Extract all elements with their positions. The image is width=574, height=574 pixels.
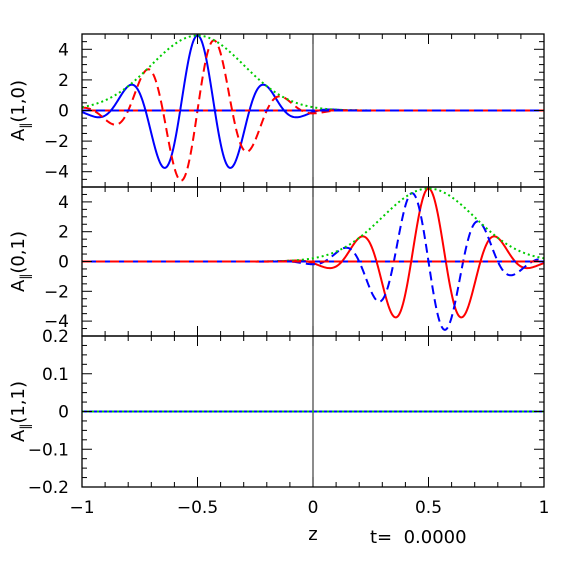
- y-axis-label: A‖(1,0): [8, 80, 32, 141]
- panel-2: −4 −2 0 2 4 A‖(0,1): [8, 186, 545, 337]
- panel-3: −0.2 −0.1 0 0.1 0.2 −1 −0.5 0 0.5 1 A‖(1,1): [8, 327, 549, 518]
- y-tick-label: 2: [58, 223, 69, 243]
- y-tick-label: −2: [44, 282, 69, 302]
- y-tick-label: −4: [44, 312, 69, 332]
- y-tick-label: 4: [58, 40, 69, 60]
- y-tick-label: 0: [58, 253, 69, 273]
- y-tick-label: 2: [58, 71, 69, 91]
- panels: −4 −2 0 2 4 A‖(1,0) −4 −2 0 2 4 A‖(0,1) −0.2 −0.1 0 0.1…: [8, 33, 549, 518]
- y-axis-label: A‖(1,1): [8, 381, 32, 442]
- y-tick-label: 0: [58, 403, 69, 423]
- time-label: t= 0.0000: [370, 527, 467, 548]
- y-tick-label: −2: [44, 132, 69, 152]
- y-tick-label: 4: [58, 193, 69, 213]
- y-tick-label: −0.2: [28, 478, 69, 498]
- y-tick-label: 0.1: [42, 365, 69, 385]
- x-tick-label: 1: [539, 498, 550, 518]
- y-axis-label: A‖(0,1): [8, 231, 32, 292]
- y-tick-label: 0.2: [42, 327, 69, 347]
- y-tick-label: −4: [44, 163, 69, 183]
- y-tick-label: −0.1: [28, 440, 69, 460]
- x-tick-label: 0: [308, 498, 319, 518]
- x-tick-label: −1: [69, 498, 94, 518]
- y-tick-label: 0: [58, 102, 69, 122]
- panel-1: −4 −2 0 2 4 A‖(1,0): [8, 33, 545, 188]
- x-tick-label: −0.5: [177, 498, 218, 518]
- x-tick-label: 0.5: [415, 498, 442, 518]
- x-axis-label: z: [308, 524, 317, 545]
